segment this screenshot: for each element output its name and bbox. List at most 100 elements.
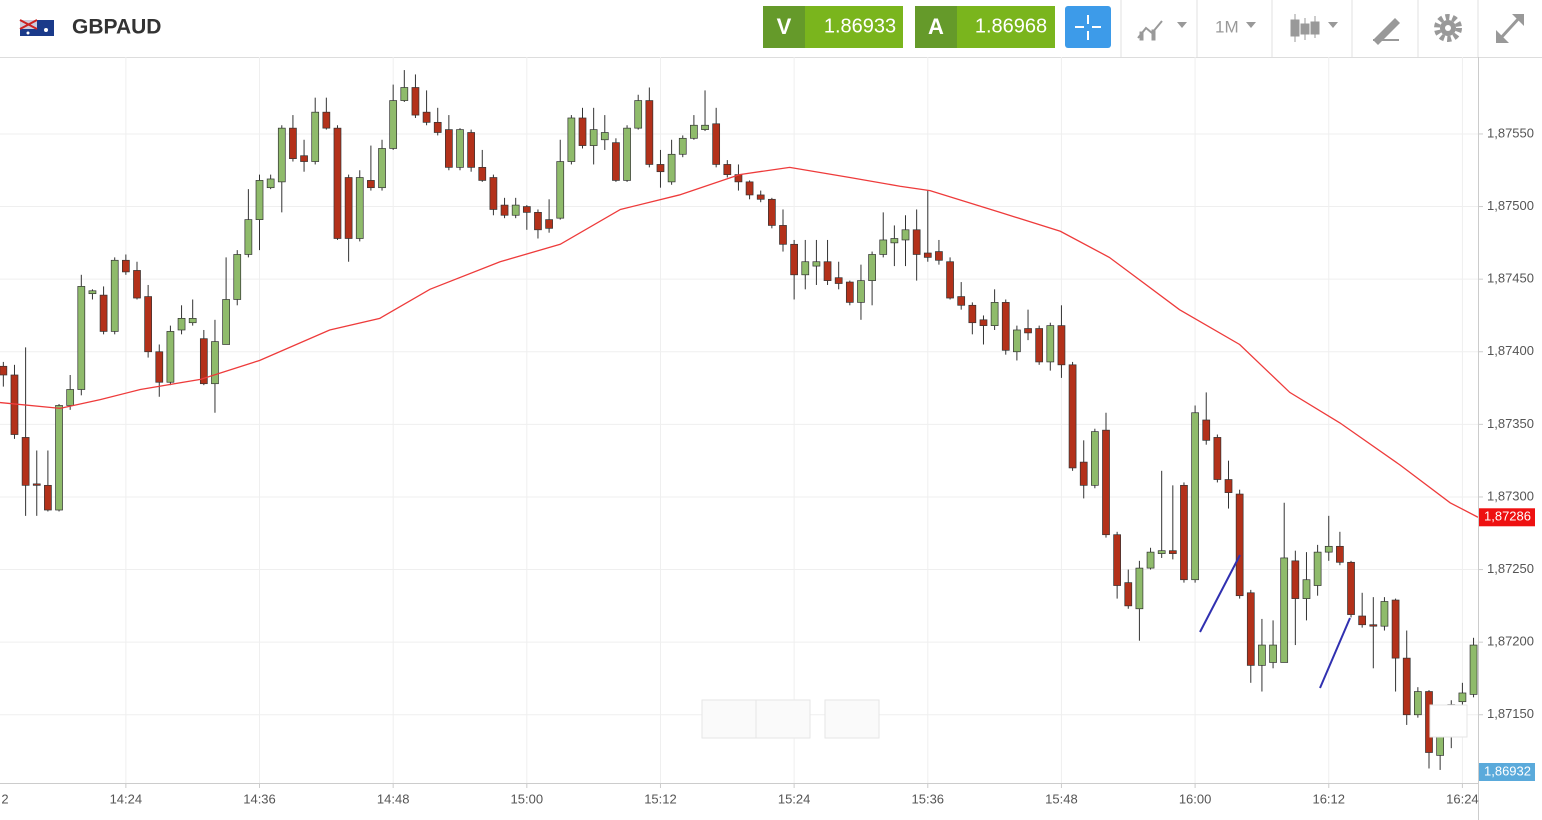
chart-type-button[interactable] (1137, 20, 1187, 41)
x-tick-label: 14:36 (243, 791, 276, 806)
candle-body (400, 87, 409, 101)
candle-body (1168, 550, 1177, 554)
candle-body (522, 206, 531, 213)
candle-body (1224, 479, 1233, 493)
candle-body (589, 129, 598, 146)
candle-body (690, 124, 698, 139)
candle-body (1269, 644, 1277, 663)
timeframe: 1M (1215, 17, 1239, 36)
candle-body (656, 164, 665, 173)
x-tick-label: 15:48 (1045, 791, 1078, 806)
candle-body (99, 294, 108, 332)
timeframe-button[interactable]: 1M (1215, 17, 1256, 36)
candle-body (389, 100, 398, 149)
candle-body (1336, 545, 1344, 563)
candle-body (634, 100, 643, 129)
candle-body (645, 100, 654, 165)
candle-body (222, 299, 230, 345)
candle-body (244, 219, 253, 255)
candle-body (1258, 644, 1266, 666)
candle-body (1414, 691, 1422, 716)
candle-body (66, 389, 75, 406)
bid-price: 1.86933 (824, 15, 896, 37)
candle-body (110, 259, 119, 332)
y-tick-label: 1,87400 (1487, 343, 1534, 358)
buy-button[interactable]: A 1.86968 (915, 6, 1055, 48)
settings-button[interactable] (1434, 14, 1462, 42)
candle-body (255, 180, 264, 220)
candle-body (21, 437, 30, 486)
candle-body (489, 177, 498, 210)
candle-body (122, 259, 130, 273)
candle-body (779, 225, 787, 245)
sell-button[interactable]: V 1.86933 (763, 6, 903, 48)
candle-body (88, 290, 97, 295)
candle-body (912, 229, 921, 255)
y-tick-label: 1,87350 (1487, 416, 1534, 431)
ma-label: 1,87286 (1484, 509, 1531, 524)
candle-body (578, 117, 587, 146)
y-tick-label: 1,87550 (1487, 125, 1534, 140)
candle-type-button[interactable] (1290, 14, 1338, 42)
candle-body (1280, 557, 1289, 663)
candle-body (556, 161, 565, 219)
x-tick-label: 15:24 (778, 791, 811, 806)
candle-body (701, 124, 709, 130)
drawing-button[interactable] (1373, 18, 1400, 45)
candle-body (790, 243, 798, 276)
candle-body (344, 177, 353, 239)
candle-body (1313, 551, 1322, 586)
candle-body (1246, 592, 1255, 666)
candle-body (901, 229, 910, 241)
fullscreen-button[interactable] (1496, 14, 1524, 43)
flag (19, 19, 54, 36)
candle-body (44, 484, 52, 511)
candle-body (311, 111, 320, 162)
candle-body (1347, 561, 1355, 615)
candle-body (300, 155, 308, 162)
candle-body (812, 261, 821, 267)
candle-body (266, 178, 275, 189)
candle-body (923, 252, 932, 258)
candle-body (1202, 419, 1211, 441)
candle-body (133, 270, 141, 299)
y-tick-label: 1,87200 (1487, 634, 1534, 649)
candle-body (868, 254, 876, 281)
candle-body (667, 153, 676, 183)
candle-body (188, 318, 197, 324)
candle-body (422, 111, 431, 123)
x-tick-label: 2 (1, 791, 8, 806)
x-tick-label: 14:24 (110, 791, 143, 806)
candle-body (456, 129, 464, 168)
y-tick-label: 1,87150 (1487, 706, 1534, 721)
candle-body (1068, 364, 1077, 469)
candle-body (1124, 582, 1133, 607)
candle-body (411, 87, 420, 116)
candle-body (445, 129, 453, 168)
candle-body (1102, 429, 1110, 536)
candle-body (1157, 550, 1166, 554)
candle-body (1369, 624, 1378, 627)
candle-body (957, 296, 966, 306)
price-badge (1479, 763, 1535, 781)
candle-body (935, 251, 943, 261)
candle-body (1024, 328, 1032, 334)
plot (0, 70, 1478, 770)
candle-body (968, 304, 977, 324)
crosshair-button[interactable] (1065, 6, 1111, 48)
candle-body (1391, 599, 1400, 659)
candle-body (979, 319, 988, 326)
candle-body (144, 296, 152, 353)
candle-body (1324, 545, 1333, 553)
candle-body (678, 137, 687, 155)
axes: 1,87150 1,87200 1,87250 1,87300 1,87350 1,874… (1, 125, 1535, 806)
candle-body (623, 127, 631, 181)
y-tick-label: 1,87500 (1487, 198, 1534, 213)
candle-body (500, 204, 509, 216)
candle-body (277, 127, 286, 183)
candle-body (1302, 579, 1311, 599)
candle-body (890, 238, 899, 244)
candle-body (879, 239, 888, 255)
zoom-buttons[interactable] (701, 699, 1468, 739)
last-price-label: 1,86932 (1484, 763, 1531, 778)
